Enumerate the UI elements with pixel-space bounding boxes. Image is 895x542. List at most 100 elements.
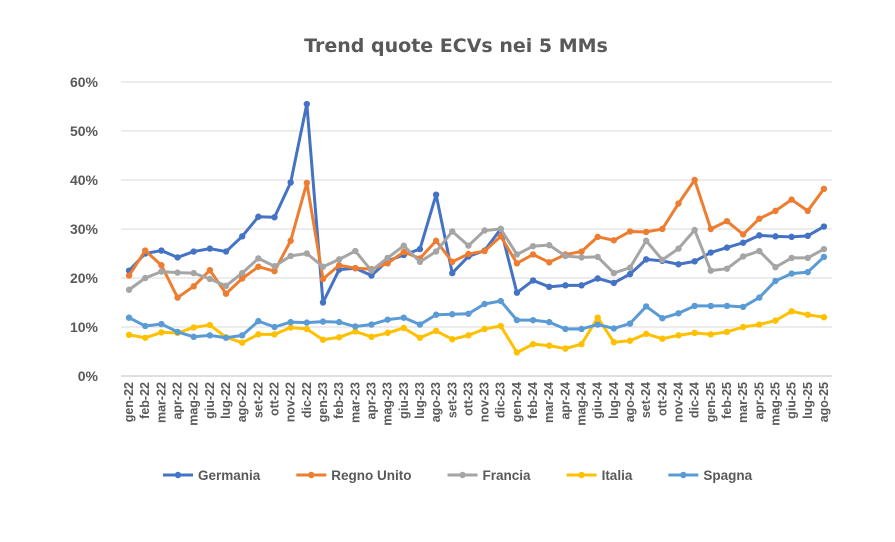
x-tick-label: gen-25: [704, 382, 718, 422]
series-spagna: [125, 253, 828, 341]
data-point-italia: [335, 334, 343, 341]
data-point-italia: [303, 325, 311, 333]
y-tick-label: 0%: [78, 368, 99, 384]
data-point-spagna: [546, 318, 553, 326]
data-point-italia: [513, 349, 521, 356]
data-point-regno-unito: [142, 247, 149, 254]
data-point-spagna: [335, 318, 343, 326]
x-tick-label: gen-23: [316, 382, 330, 422]
data-point-francia: [707, 267, 715, 274]
data-point-francia: [659, 256, 666, 264]
x-tick-label: mag-25: [768, 382, 782, 426]
data-point-italia: [707, 331, 715, 338]
data-point-spagna: [142, 322, 149, 330]
x-tick-label: dic-22: [300, 382, 314, 418]
data-point-spagna: [562, 325, 569, 333]
data-point-italia: [368, 333, 375, 340]
data-point-regno-unito: [287, 237, 294, 244]
data-point-italia: [497, 322, 504, 330]
data-point-germania: [626, 270, 634, 278]
data-point-spagna: [626, 320, 634, 327]
data-point-regno-unito: [578, 248, 585, 255]
data-point-spagna: [529, 316, 537, 324]
data-point-germania: [691, 258, 698, 265]
data-point-spagna: [788, 270, 795, 277]
data-point-francia: [206, 275, 214, 283]
series-francia: [125, 225, 828, 293]
data-point-spagna: [384, 316, 391, 323]
data-point-francia: [352, 247, 359, 255]
x-tick-label: feb-24: [526, 382, 540, 419]
x-tick-label: mar-25: [736, 382, 750, 423]
data-point-francia: [675, 245, 682, 252]
x-tick-label: dic-23: [494, 382, 508, 418]
data-point-italia: [610, 338, 618, 346]
x-tick-label: gen-22: [122, 382, 136, 422]
legend-item-spagna: Spagna: [668, 468, 753, 483]
data-point-spagna: [465, 310, 472, 317]
y-tick-label: 20%: [70, 270, 99, 286]
data-point-regno-unito: [804, 207, 811, 215]
data-point-spagna: [206, 332, 214, 339]
data-point-germania: [255, 213, 262, 220]
data-point-italia: [384, 329, 391, 337]
data-point-spagna: [190, 333, 197, 340]
series-line-germania: [127, 102, 826, 304]
data-point-regno-unito: [707, 225, 715, 233]
data-point-germania: [190, 248, 197, 255]
data-point-regno-unito: [174, 294, 181, 301]
data-point-germania: [594, 275, 601, 282]
data-point-germania: [158, 247, 165, 254]
data-point-regno-unito: [125, 272, 133, 279]
data-point-regno-unito: [400, 248, 407, 256]
data-point-francia: [562, 252, 569, 260]
data-point-germania: [287, 179, 294, 186]
data-point-regno-unito: [691, 176, 698, 184]
data-point-italia: [158, 329, 165, 336]
data-point-italia: [416, 334, 424, 341]
data-point-regno-unito: [255, 263, 262, 270]
data-point-italia: [820, 314, 828, 321]
data-point-francia: [739, 253, 747, 260]
data-point-italia: [691, 329, 698, 337]
data-point-regno-unito: [384, 260, 391, 267]
data-point-spagna: [449, 311, 456, 318]
data-point-spagna: [400, 314, 407, 321]
data-point-francia: [174, 269, 181, 276]
data-point-spagna: [594, 321, 601, 328]
data-point-francia: [772, 264, 779, 271]
data-point-germania: [174, 254, 181, 261]
data-point-regno-unito: [238, 275, 246, 282]
data-point-francia: [384, 254, 391, 262]
data-point-francia: [804, 254, 811, 262]
data-point-italia: [190, 324, 197, 331]
data-point-italia: [142, 334, 149, 341]
x-tick-label: nov-24: [671, 382, 685, 422]
x-tick-label: ott-24: [655, 382, 669, 416]
data-point-regno-unito: [546, 259, 553, 266]
data-point-germania: [238, 233, 246, 240]
data-point-spagna: [432, 311, 440, 318]
data-point-francia: [626, 264, 634, 271]
data-point-germania: [707, 249, 715, 256]
data-point-italia: [546, 342, 553, 349]
data-point-italia: [125, 331, 133, 339]
chart-title: Trend quote ECVs nei 5 MMs: [304, 35, 608, 57]
x-tick-label: mag-24: [575, 382, 589, 426]
data-point-regno-unito: [497, 233, 504, 240]
x-tick-label: feb-25: [720, 382, 734, 419]
series-line-regno-unito: [127, 178, 826, 300]
data-point-spagna: [255, 317, 262, 325]
data-point-spagna: [723, 302, 731, 310]
x-tick-label: lug-25: [801, 382, 815, 419]
data-point-germania: [449, 269, 456, 277]
x-tick-label: giu-23: [397, 382, 411, 419]
series-regno-unito: [125, 176, 828, 301]
data-point-germania: [222, 248, 230, 255]
data-point-germania: [529, 277, 537, 284]
data-point-francia: [125, 286, 133, 293]
data-point-francia: [287, 252, 294, 260]
data-point-francia: [788, 254, 795, 262]
y-tick-label: 60%: [70, 74, 99, 90]
data-point-germania: [756, 232, 763, 239]
